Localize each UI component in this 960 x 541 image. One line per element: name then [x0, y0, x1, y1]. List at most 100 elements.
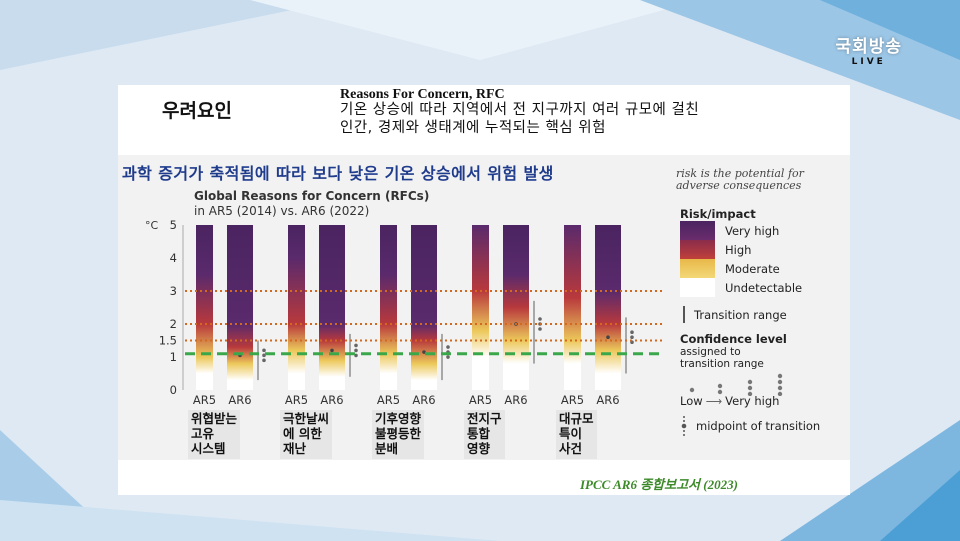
midpoint-dot	[330, 348, 334, 353]
confidence-dot	[630, 330, 634, 335]
risk-bar-ar6	[227, 225, 253, 390]
legend-level-high: High	[680, 240, 850, 259]
confidence-dot	[354, 343, 358, 348]
legend-confidence-title: Confidence level	[680, 332, 787, 346]
broadcaster-name: 국회방송	[835, 37, 902, 57]
rfc-description-line-2: 인간, 경제와 생태계에 누적되는 핵심 위험	[340, 120, 606, 136]
y-tick-label: 5	[170, 218, 177, 232]
risk-bar-ar6	[319, 225, 345, 390]
legend-levels: Very high High Moderate Undetectable	[680, 221, 850, 297]
y-tick-label: 0	[170, 383, 177, 397]
legend-risk-title: Risk/impact	[680, 207, 756, 221]
y-axis-unit: °C	[145, 219, 159, 232]
legend-level-label: Very high	[725, 223, 780, 238]
arrow-right-icon: ⟶	[705, 394, 723, 408]
bar-label: AR6	[320, 393, 343, 407]
bar-label: AR5	[377, 393, 400, 407]
rfc-category-label-line: 특이	[559, 426, 583, 441]
confidence-dots-icon	[689, 373, 783, 396]
rfc-category-label-line: 시스템	[191, 441, 226, 456]
rfc-category-label: 극한날씨 에 의한 재난	[280, 410, 333, 459]
legend-level-label: Undetectable	[725, 280, 803, 295]
rfc-category-label-line: 재난	[283, 441, 307, 456]
y-tick-label: 4	[170, 251, 177, 265]
rfc-category-label-line: 위협받는	[191, 411, 238, 426]
rfc-category-label-line: 기후영향	[375, 411, 422, 426]
rfc-description: 기온 상승에 따라 지역에서 전 지구까지 여러 규모에 걸친 인간, 경제와 …	[340, 101, 699, 137]
live-badge: LIVE	[851, 57, 886, 67]
legend-swatch	[680, 240, 715, 259]
y-tick-label: 2	[170, 317, 177, 331]
midpoint-dot	[422, 350, 426, 354]
chart-subtitle: in AR5 (2014) vs. AR6 (2022)	[194, 204, 370, 218]
risk-bar-ar5	[472, 225, 489, 390]
risk-note-line-1: risk is the potential for	[676, 167, 804, 180]
confidence-dot	[354, 348, 358, 353]
y-tick-label: 1.5	[159, 334, 177, 348]
legend-transition: Transition range	[680, 306, 850, 323]
broadcaster-logo: 국회방송 LIVE	[835, 32, 902, 67]
legend-confidence-scale: Low ⟶ Very high	[680, 394, 850, 408]
legend-low: Low	[680, 394, 703, 408]
legend-level-label: High	[725, 242, 752, 257]
legend: Risk/impact Very high High Moderate Unde…	[680, 207, 850, 437]
bar-label: AR6	[504, 393, 527, 407]
bar-label: AR5	[285, 393, 308, 407]
rfc-category-label: 전지구 통합 영향	[464, 410, 505, 459]
rfc-category-label-line: 분배	[375, 441, 399, 456]
legend-confidence-sub-2: transition range	[680, 358, 764, 370]
bar-label: AR6	[228, 393, 251, 407]
legend-confidence-sub-1: assigned to	[680, 346, 741, 358]
rfc-category-label-line: 전지구	[467, 411, 502, 426]
rfc-category-label-line: 대규모	[559, 411, 594, 426]
legend-swatch	[680, 259, 715, 278]
source-citation: IPCC AR6 종합보고서 (2023)	[580, 477, 738, 492]
bar-label: AR6	[412, 393, 435, 407]
rfc-description-line-1: 기온 상승에 따라 지역에서 전 지구까지 여러 규모에 걸친	[340, 102, 700, 118]
rfc-title: Reasons For Concern, RFC	[340, 87, 505, 102]
figure-banner: 과학 증거가 축적됨에 따라 보다 낮은 기온 상승에서 위험 발생	[122, 164, 554, 183]
rfc-category-label-line: 통합	[467, 426, 491, 441]
midpoint-icon	[681, 416, 687, 436]
chart-title-block: Global Reasons for Concern (RFCs) in AR5…	[194, 189, 429, 219]
legend-swatch	[680, 278, 715, 297]
rfc-category-label: 위협받는 고유 시스템	[188, 410, 241, 459]
legend-level-very-high: Very high	[680, 221, 850, 240]
rfc-category-label-line: 사건	[559, 441, 583, 456]
legend-very-high: Very high	[725, 394, 780, 408]
y-tick-label: 1	[170, 350, 177, 364]
chart-title: Global Reasons for Concern (RFCs)	[194, 189, 430, 203]
legend-level-moderate: Moderate	[680, 259, 850, 278]
bar-label: AR5	[561, 393, 584, 407]
rfc-category-label-line: 불평등한	[375, 426, 422, 441]
legend-midpoint-label: midpoint of transition	[696, 419, 821, 433]
confidence-dot	[354, 353, 358, 358]
rfc-category-label-line: 고유	[191, 426, 215, 441]
bar-label: AR5	[193, 393, 216, 407]
bar-label: AR5	[469, 393, 492, 407]
confidence-dot	[538, 317, 542, 321]
rfc-category-label-line: 극한날씨	[283, 411, 330, 426]
risk-bar-ar5	[288, 225, 305, 390]
confidence-dot	[446, 345, 450, 349]
risk-bar-ar6	[595, 225, 621, 390]
confidence-dot	[630, 335, 634, 340]
risk-bar-ar5	[196, 225, 213, 390]
risk-bar-ar6	[411, 225, 437, 390]
risk-bar-ar5	[380, 225, 397, 390]
rfc-category-label-line: 에 의한	[283, 426, 322, 441]
legend-level-undetectable: Undetectable	[680, 278, 850, 297]
risk-bar-ar5	[564, 225, 581, 390]
confidence-dot	[446, 355, 450, 359]
legend-swatch	[680, 221, 715, 240]
bar-label: AR6	[596, 393, 619, 407]
confidence-dot	[262, 358, 266, 363]
midpoint-dot	[606, 335, 610, 340]
transition-line-icon	[683, 306, 685, 323]
legend-midpoint: midpoint of transition	[680, 415, 850, 437]
slide-topic: 우려요인	[162, 100, 232, 122]
confidence-dot	[262, 348, 266, 353]
y-tick-label: 3	[170, 284, 177, 298]
